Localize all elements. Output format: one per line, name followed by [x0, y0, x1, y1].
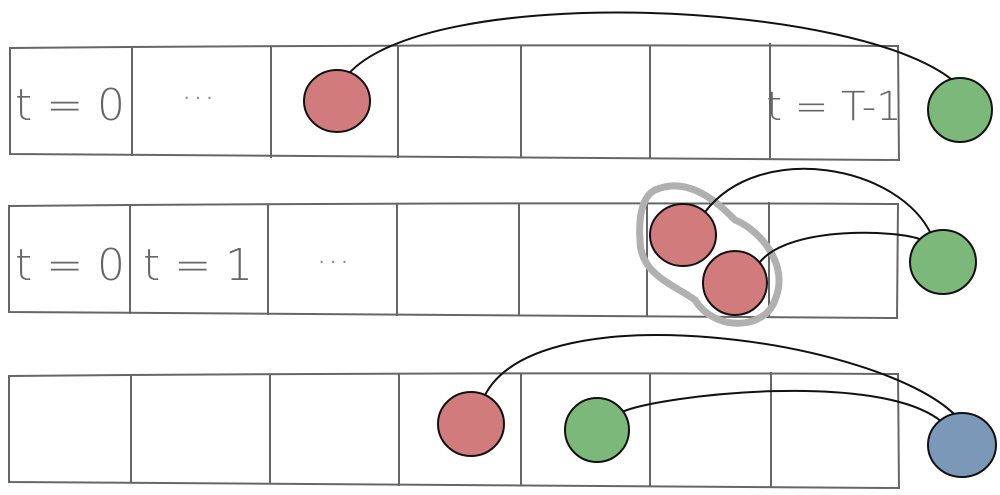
- row-1-cell-1-label: t = 0: [15, 80, 125, 131]
- row-1-arc: [344, 11, 959, 86]
- red-ball: [437, 391, 505, 457]
- blue-ball: [927, 412, 997, 478]
- row-3-arc: [621, 389, 943, 423]
- green-ball: [909, 229, 977, 295]
- row-3-arc: [484, 334, 956, 416]
- red-ball: [702, 250, 768, 316]
- red-ball: [649, 203, 717, 267]
- row-1-cell-2-label: · · ·: [184, 88, 213, 109]
- row-2: t = 0 t = 1 · · ·: [8, 168, 977, 327]
- green-ball: [564, 397, 630, 463]
- row-2-strip: [8, 202, 900, 320]
- grouping-highlight: [636, 182, 783, 327]
- row-2-cell-1-label: t = 0: [15, 240, 125, 291]
- green-ball: [927, 77, 993, 143]
- red-ball: [303, 69, 371, 133]
- row-3-strip: [8, 372, 901, 490]
- row-1: t = 0 · · · t = T-1: [9, 11, 993, 162]
- row-2-arc: [704, 168, 933, 237]
- row-1-cell-7-label: t = T-1: [766, 84, 901, 130]
- row-1-strip: [9, 44, 901, 162]
- row-2-cell-2-label: t = 1: [143, 240, 253, 291]
- row-2-cell-3-label: · · ·: [319, 252, 348, 273]
- row-3: [8, 334, 997, 490]
- row-2-arc: [759, 231, 923, 263]
